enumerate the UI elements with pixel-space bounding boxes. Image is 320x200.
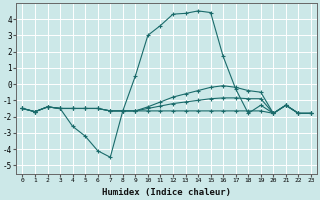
X-axis label: Humidex (Indice chaleur): Humidex (Indice chaleur) — [102, 188, 231, 197]
